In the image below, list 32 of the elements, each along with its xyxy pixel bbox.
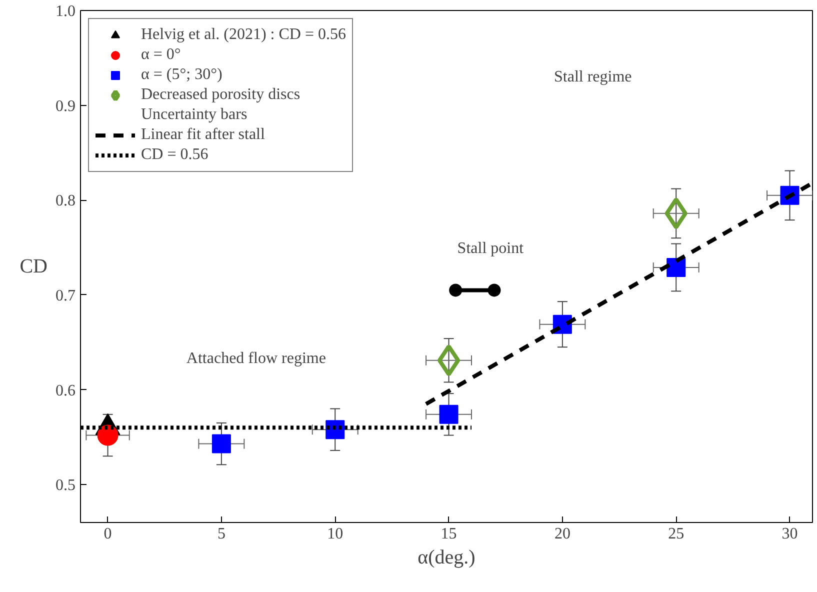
annotation: Attached flow regime [186, 350, 326, 368]
point [439, 404, 458, 424]
point [488, 284, 501, 297]
y-tick-label: 0.5 [56, 477, 76, 494]
x-tick-label: 20 [554, 526, 570, 542]
y-tick-label: 0.7 [56, 287, 76, 304]
y-tick-label: 0.8 [56, 192, 76, 210]
x-tick-label: 0 [104, 526, 112, 542]
x-axis-title: α(deg.) [418, 546, 476, 568]
annotation: Uncertainty bars [141, 106, 248, 124]
y-tick-label: 1.0 [56, 3, 76, 20]
x-tick-label: 5 [217, 526, 226, 542]
point [664, 197, 688, 230]
legend-label: α = 0° [141, 46, 181, 64]
legend-label: Decreased porosity discs [141, 86, 300, 104]
legend-label: CD = 0.56 [141, 146, 208, 164]
annotation: Stall regime [554, 68, 632, 86]
annotation: Stall point [457, 240, 524, 258]
legend-label: Linear fit after stall [141, 126, 265, 144]
legend-label: α = (5°; 30°) [141, 66, 222, 84]
point [437, 344, 460, 376]
point [666, 258, 686, 277]
y-axis-title: CD [20, 256, 48, 278]
x-tick-label: 25 [668, 526, 684, 542]
x-tick-label: 15 [440, 526, 457, 542]
x-tick-label: 10 [327, 526, 344, 542]
legend-label: Helvig et al. (2021) : CD = 0.56 [141, 26, 346, 44]
y-tick-label: 0.9 [56, 98, 76, 115]
point [212, 434, 231, 454]
point [449, 284, 462, 297]
y-tick-label: 0.6 [56, 382, 76, 400]
x-tick-label: 30 [782, 526, 798, 542]
